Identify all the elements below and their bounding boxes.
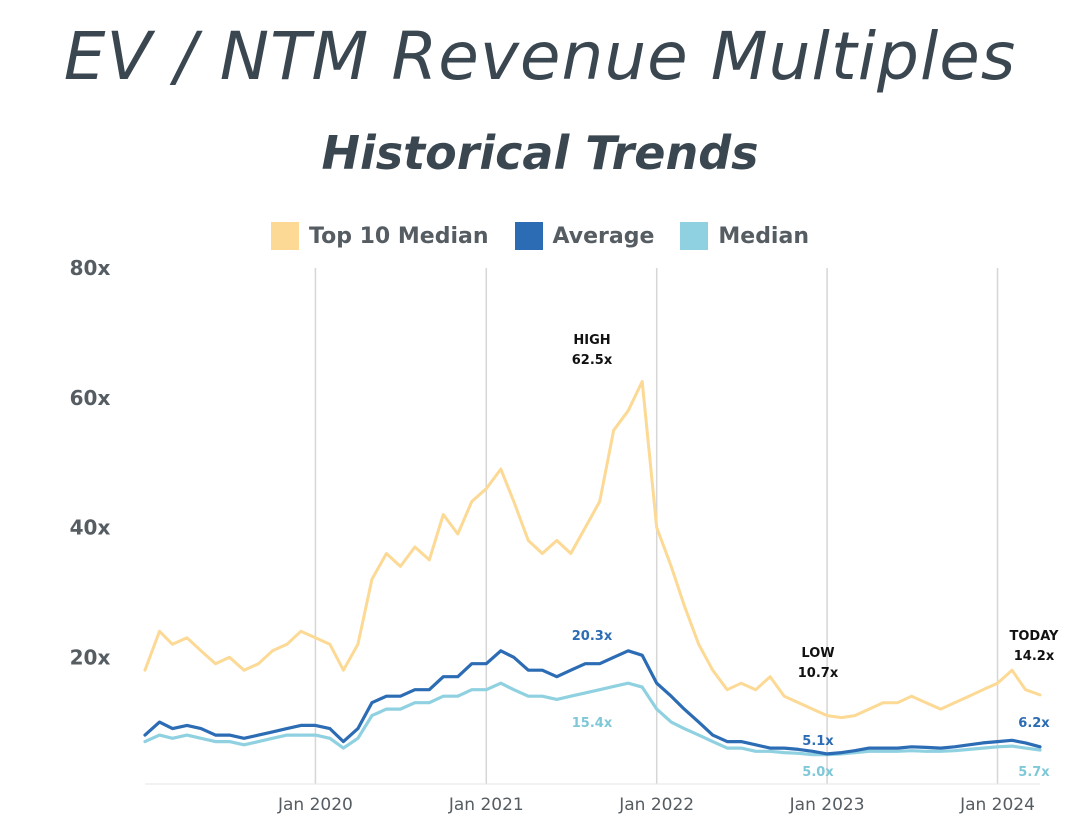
x-tick-label-1: Jan 2021	[448, 795, 524, 815]
y-tick-label-3: 20x	[70, 645, 111, 669]
annotation-0-line-0: HIGH	[573, 333, 610, 348]
annotation-6-line-1: 14.2x	[1014, 649, 1055, 664]
x-tick-label-3: Jan 2023	[789, 795, 865, 815]
legend-label-median: Median	[718, 223, 809, 249]
annotation-2-line-0: 15.4x	[572, 716, 613, 731]
annotation-3-line-0: LOW	[801, 646, 834, 661]
x-tick-label-4: Jan 2024	[959, 795, 1035, 815]
annotation-3-line-1: 10.7x	[798, 666, 839, 681]
annotation-5-line-0: 5.0x	[802, 765, 834, 780]
legend-item-top10: Top 10 Median	[271, 222, 489, 250]
legend-swatch-median	[680, 222, 709, 250]
annotation-7-line-0: 6.2x	[1018, 716, 1050, 731]
y-tick-label-0: 80x	[70, 256, 111, 280]
x-tick-label-0: Jan 2020	[277, 795, 353, 815]
legend-item-average: Average	[514, 222, 655, 250]
legend-label-top10: Top 10 Median	[309, 223, 489, 249]
legend-item-median: Median	[680, 222, 809, 250]
median-line	[143, 681, 1042, 757]
legend-label-average: Average	[552, 223, 655, 249]
chart-subtitle: Historical Trends	[321, 126, 759, 180]
y-tick-label-2: 40x	[70, 516, 111, 540]
chart-title: EV / NTM Revenue Multiples	[63, 18, 1017, 95]
top10-median-line	[143, 380, 1042, 720]
annotation-8-line-0: 5.7x	[1018, 765, 1050, 780]
legend-swatch-average	[514, 222, 543, 250]
annotation-0-line-1: 62.5x	[572, 353, 613, 368]
x-tick-label-2: Jan 2022	[618, 795, 694, 815]
annotation-6-line-0: TODAY	[1010, 629, 1060, 644]
legend-swatch-top10	[271, 222, 299, 250]
average-line	[143, 649, 1042, 756]
annotation-1-line-0: 20.3x	[572, 629, 613, 644]
legend: Top 10 Median Average Median	[0, 222, 1080, 250]
y-tick-label-1: 60x	[70, 386, 111, 410]
annotation-4-line-0: 5.1x	[802, 734, 834, 749]
